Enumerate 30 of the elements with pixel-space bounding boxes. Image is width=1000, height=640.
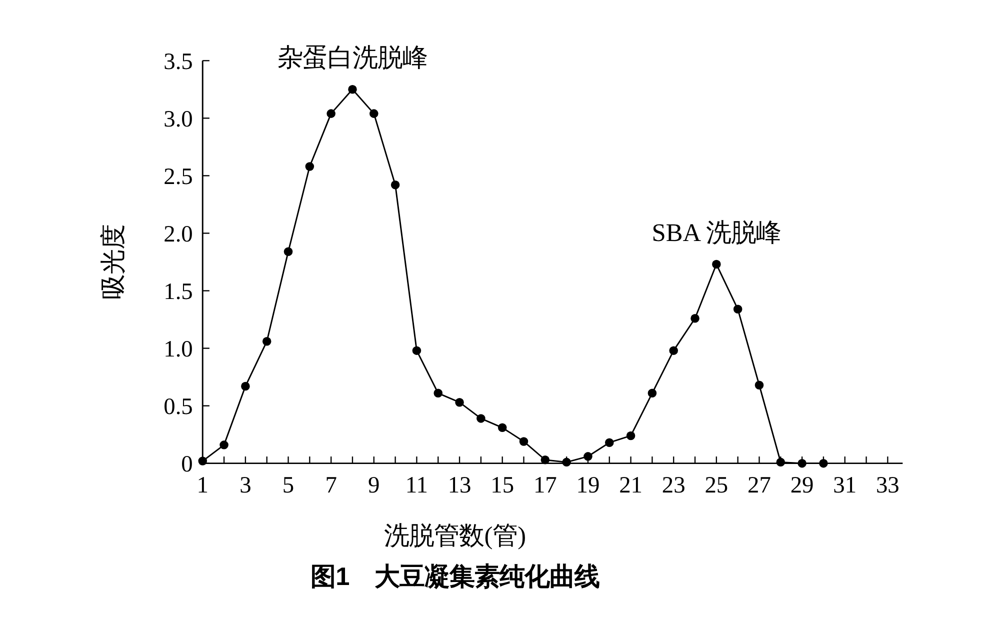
x-tick-label: 11 <box>405 472 428 499</box>
y-tick-label: 2.5 <box>164 164 193 190</box>
y-tick-label: 3.5 <box>164 48 193 75</box>
x-tick-label: 15 <box>490 472 514 499</box>
x-tick-label: 25 <box>704 472 728 499</box>
x-tick-label: 31 <box>833 472 857 499</box>
x-tick-label: 1 <box>196 472 208 499</box>
x-tick-label: 33 <box>876 472 900 499</box>
y-tick-label: 3.0 <box>164 106 193 132</box>
x-tick-label: 7 <box>325 472 338 499</box>
y-tick-label: 0.5 <box>164 394 193 420</box>
annotation: 杂蛋白洗脱峰 <box>277 44 428 72</box>
annotation: SBA 洗脱峰 <box>652 218 782 247</box>
text: 图1 大豆凝集素纯化曲线 <box>310 563 600 592</box>
x-tick-label: 5 <box>282 472 294 499</box>
y-tick-label: 1.5 <box>164 278 193 305</box>
x-tick-label: 3 <box>240 472 252 499</box>
x-tick-label: 29 <box>790 472 814 499</box>
x-tick-label: 9 <box>368 472 380 499</box>
x-tick-label: 23 <box>662 472 686 499</box>
x-tick-label: 17 <box>533 472 558 499</box>
y-tick-label: 1.0 <box>164 336 193 362</box>
x-axis-title: 洗脱管数(管) <box>384 522 526 550</box>
x-tick-label: 21 <box>619 472 642 499</box>
y-tick-label: 2.0 <box>164 221 193 248</box>
x-tick-label: 19 <box>576 472 600 499</box>
x-tick-label: 27 <box>748 472 772 499</box>
y-axis-title: 吸光度 <box>100 224 128 300</box>
y-tick-label: 0 <box>181 452 193 478</box>
x-tick-label: 13 <box>448 472 472 499</box>
